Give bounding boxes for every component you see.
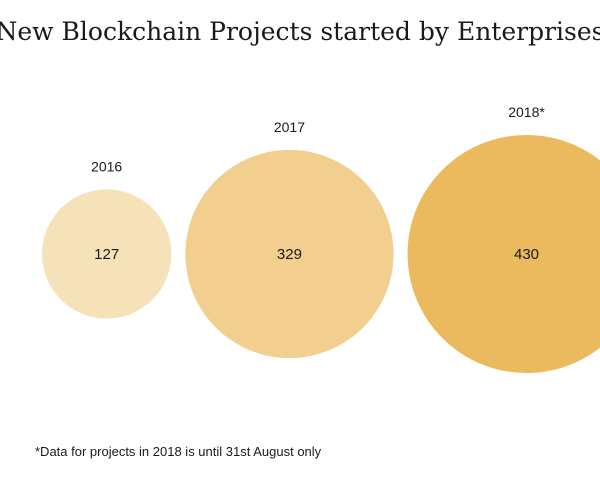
bubble-year-label-2: 2018* [508, 104, 545, 120]
bubble-value-label-1: 329 [277, 246, 302, 263]
bubble-value-label-2: 430 [514, 246, 539, 263]
bubble-value-label-0: 127 [94, 246, 119, 263]
bubble-year-label-1: 2017 [274, 119, 305, 135]
footnote: *Data for projects in 2018 is until 31st… [35, 444, 322, 459]
bubble-group: 127 2016 329 2017 430 2018* [42, 104, 600, 373]
bubble-0 [42, 189, 172, 319]
bubble-year-label-0: 2016 [91, 158, 122, 174]
chart-title: New Blockchain Projects started by Enter… [0, 17, 600, 46]
bubble-2 [407, 135, 600, 373]
bubble-1 [185, 149, 394, 359]
